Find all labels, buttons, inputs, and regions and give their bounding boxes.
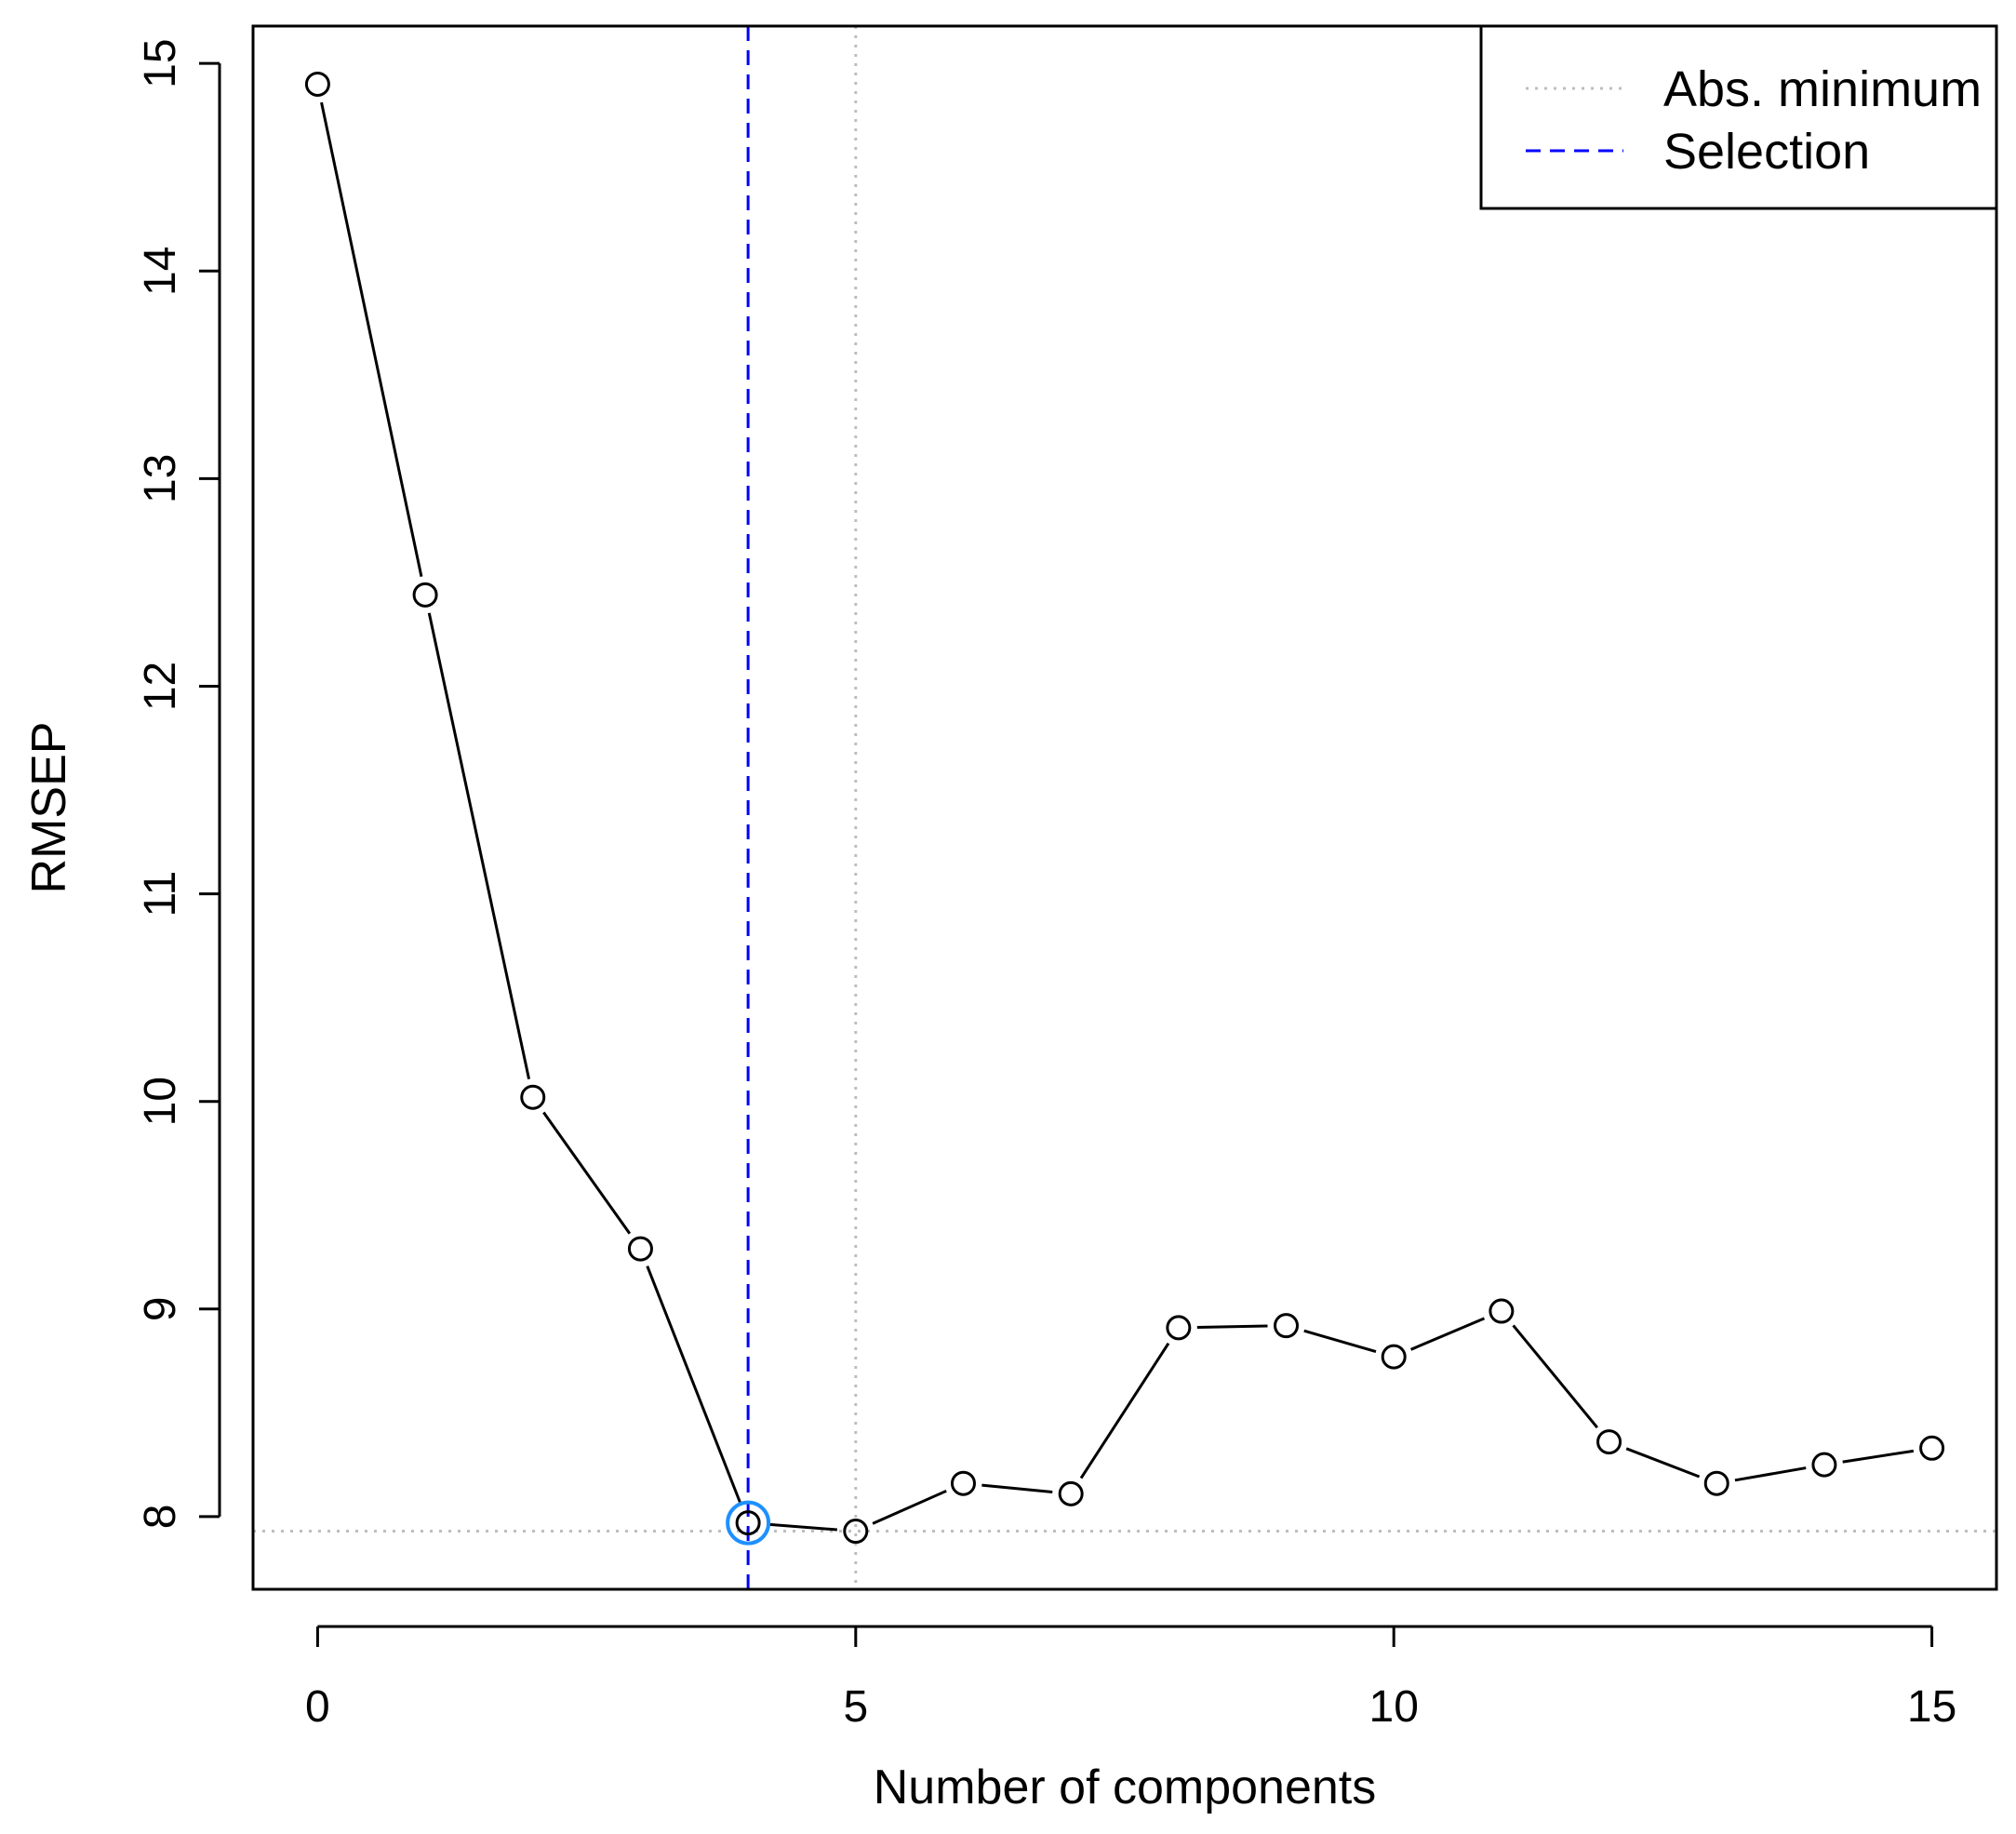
- line-segment: [427, 612, 531, 1079]
- y-tick-label: 11: [136, 871, 185, 917]
- data-point: [1703, 1470, 1729, 1496]
- line-segment: [542, 1111, 632, 1235]
- x-axis-title: Number of components: [874, 1760, 1377, 1814]
- legend-label-abs-minimum: Abs. minimum: [1663, 61, 1982, 117]
- reference-lines: [253, 26, 1996, 1589]
- x-tick-label: 10: [1369, 1682, 1419, 1732]
- data-point: [735, 1510, 761, 1536]
- line-segment: [1625, 1447, 1701, 1479]
- plot-frame: [251, 24, 1998, 1591]
- x-axis: 0 5 10 15: [305, 1625, 1956, 1732]
- data-point: [1166, 1315, 1192, 1341]
- line-segment: [1512, 1324, 1599, 1429]
- line-segment: [981, 1483, 1053, 1493]
- line-segment: [320, 101, 423, 578]
- legend-box: [1479, 24, 1998, 210]
- y-tick-label: 15: [136, 38, 185, 87]
- data-point: [627, 1236, 653, 1262]
- data-point: [1058, 1480, 1084, 1506]
- y-axis-title: RMSEP: [22, 722, 76, 894]
- line-segment: [1196, 1324, 1268, 1329]
- line-segment: [766, 1522, 837, 1532]
- data-point: [1596, 1429, 1622, 1455]
- data-point: [950, 1470, 976, 1496]
- line-segment: [1734, 1466, 1807, 1482]
- y-tick-label: 13: [136, 454, 185, 503]
- y-tick-label: 8: [136, 1505, 185, 1530]
- line-segment: [646, 1265, 743, 1506]
- x-tick-label: 5: [843, 1682, 868, 1732]
- selected-point-marker: [726, 1500, 771, 1546]
- line-segment: [872, 1489, 947, 1525]
- line-segment: [1842, 1449, 1915, 1464]
- y-tick-label: 14: [136, 247, 185, 296]
- x-tick-label: 0: [305, 1682, 330, 1732]
- y-tick-label: 10: [136, 1077, 185, 1126]
- data-point: [1919, 1435, 1945, 1461]
- data-point: [843, 1519, 869, 1545]
- line-segment: [1410, 1317, 1486, 1351]
- data-point: [1381, 1344, 1407, 1370]
- line-segment: [1079, 1342, 1170, 1479]
- data-point: [412, 582, 438, 608]
- data-point: [1489, 1298, 1515, 1324]
- data-point: [1811, 1452, 1837, 1478]
- legend-label-selection: Selection: [1663, 124, 1870, 180]
- x-tick-label: 15: [1907, 1682, 1956, 1732]
- legend: Abs. minimum Selection: [1479, 24, 1998, 210]
- y-tick-label: 9: [136, 1296, 185, 1321]
- data-point: [1274, 1313, 1300, 1339]
- rmsep-series: [304, 71, 1945, 1546]
- data-point: [520, 1084, 546, 1110]
- y-axis: 8 9 10 11 12 13 14 15: [136, 38, 221, 1530]
- data-point: [304, 71, 330, 97]
- line-segment: [1303, 1329, 1377, 1354]
- y-tick-label: 12: [136, 662, 185, 711]
